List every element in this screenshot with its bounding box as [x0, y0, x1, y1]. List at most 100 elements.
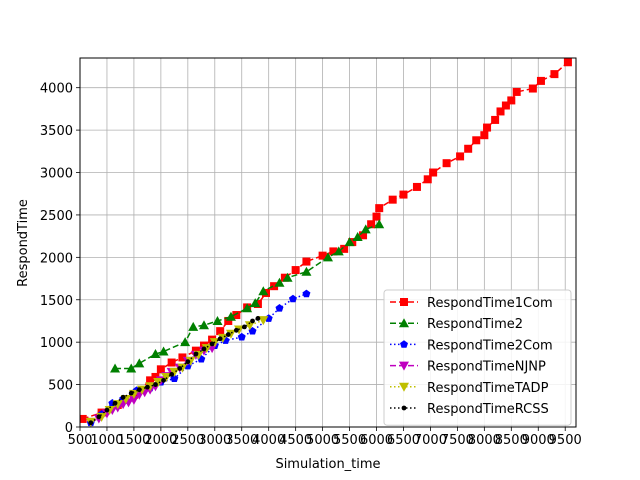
x-tick-label: 6500: [387, 433, 420, 448]
series-respondtime2: [110, 219, 385, 373]
data-point-respondtimercss: [250, 318, 255, 324]
data-point-respondtimercss: [161, 377, 166, 383]
y-tick-label: 2500: [40, 209, 73, 224]
data-point-respondtime1com: [483, 123, 492, 132]
data-point-respondtimercss: [209, 341, 215, 347]
data-point-respondtime1com: [302, 257, 311, 266]
data-point-respondtime1com: [216, 327, 225, 336]
data-point-respondtimercss: [120, 394, 126, 400]
data-point-respondtimercss: [136, 387, 142, 393]
data-point-respondtimercss: [242, 324, 247, 330]
data-point-respondtime1com: [375, 204, 384, 213]
data-point-respondtime1com: [442, 159, 451, 168]
x-tick-label: 7500: [441, 433, 474, 448]
data-point-respondtimetadp: [244, 321, 255, 331]
data-point-respondtime2: [180, 337, 191, 347]
x-tick-label: 6000: [360, 433, 393, 448]
data-point-respondtime1com: [156, 365, 165, 374]
legend-label-respondtimenjnp: RespondTimeNJNP: [427, 360, 546, 375]
data-point-respondtimercss: [112, 400, 118, 406]
data-point-respondtimercss: [255, 316, 261, 321]
data-point-respondtime1com: [480, 131, 489, 140]
series-line-respondtimercss: [90, 317, 259, 424]
data-point-respondtime2com: [288, 294, 297, 303]
data-point-respondtime1com: [388, 195, 397, 204]
data-point-respondtime1com: [512, 87, 521, 96]
y-tick-label: 500: [48, 379, 73, 394]
x-tick-label: 8500: [495, 433, 528, 448]
data-point-respondtime1com: [507, 96, 516, 105]
data-point-respondtimercss: [88, 420, 94, 426]
data-point-respondtime1com: [367, 220, 376, 229]
x-tick-label: 5000: [306, 433, 339, 448]
data-point-respondtime1com: [178, 353, 187, 362]
data-point-respondtime2: [374, 219, 385, 229]
data-point-respondtime1com: [501, 101, 510, 110]
data-point-respondtime2: [352, 231, 363, 241]
data-point-respondtimercss: [104, 407, 110, 413]
x-tick-label: 2000: [144, 433, 177, 448]
data-point-respondtimercss: [193, 351, 199, 357]
data-point-respondtime1com: [291, 266, 300, 275]
legend-marker-respondtimenjnp: [399, 361, 409, 371]
data-point-respondtime2: [258, 286, 269, 296]
data-point-respondtime2: [344, 237, 355, 247]
y-tick-label: 0: [65, 421, 73, 436]
data-point-respondtimercss: [225, 332, 231, 337]
legend-marker-respondtime2: [399, 318, 409, 328]
data-point-respondtime1com: [429, 168, 438, 177]
data-point-respondtime2: [188, 321, 199, 331]
x-tick-label: 1000: [90, 433, 123, 448]
data-point-respondtimercss: [233, 327, 239, 333]
data-point-respondtimetadp: [185, 356, 196, 366]
data-point-respondtime1com: [399, 190, 408, 199]
y-tick-label: 4000: [40, 82, 73, 97]
data-point-respondtimercss: [128, 390, 134, 396]
legend: RespondTime1Com RespondTime2 RespondTime2C…: [383, 289, 572, 426]
data-point-respondtime1com: [270, 282, 279, 291]
data-point-respondtime2: [199, 320, 209, 330]
data-point-respondtime2: [274, 277, 285, 287]
x-tick-label: 8000: [468, 433, 501, 448]
data-point-respondtime1com: [536, 76, 545, 85]
series-layer: [80, 58, 572, 427]
data-point-respondtime1com: [412, 182, 421, 191]
data-point-respondtime1com: [224, 316, 233, 325]
data-point-respondtime1com: [423, 175, 432, 184]
x-tick-label: 4000: [252, 433, 285, 448]
data-point-respondtime2com: [302, 289, 311, 298]
data-point-respondtime2: [242, 303, 253, 313]
data-point-respondtimercss: [177, 366, 183, 371]
data-point-respondtime2: [110, 363, 121, 373]
y-tick-label: 1000: [40, 336, 73, 351]
data-point-respondtime1com: [456, 152, 465, 161]
data-point-respondtimenjnp: [128, 395, 139, 405]
data-point-respondtimetadp: [201, 344, 212, 354]
data-point-respondtimercss: [217, 336, 223, 342]
data-point-respondtimetadp: [153, 378, 164, 388]
data-point-respondtimetadp: [169, 367, 180, 377]
legend-box: [383, 289, 572, 426]
data-point-respondtime1com: [340, 244, 349, 253]
data-point-respondtime1com: [329, 247, 338, 256]
data-point-respondtime1com: [563, 58, 572, 67]
series-respondtimetadp: [85, 316, 269, 427]
data-point-respondtime2: [360, 224, 371, 234]
data-point-respondtimetadp: [225, 329, 236, 339]
data-point-respondtime2: [301, 266, 312, 276]
x-tick-label: 2500: [171, 433, 204, 448]
x-tick-label: 500: [68, 433, 93, 448]
data-point-respondtime1com: [491, 115, 500, 124]
data-point-respondtime1com: [496, 107, 505, 116]
data-point-respondtimercss: [169, 372, 175, 377]
x-tick-label: 3000: [198, 433, 231, 448]
data-point-respondtimercss: [153, 382, 158, 387]
data-point-respondtime2: [134, 358, 145, 368]
legend-label-respondtimetadp: RespondTimeTADP: [427, 381, 549, 396]
plot-frame: [79, 57, 577, 428]
y-tick-label: 1500: [40, 294, 73, 309]
data-point-respondtimercss: [96, 414, 102, 420]
data-point-respondtime2: [150, 349, 161, 359]
data-point-respondtime1com: [318, 251, 327, 260]
data-point-respondtimetadp: [177, 363, 188, 373]
